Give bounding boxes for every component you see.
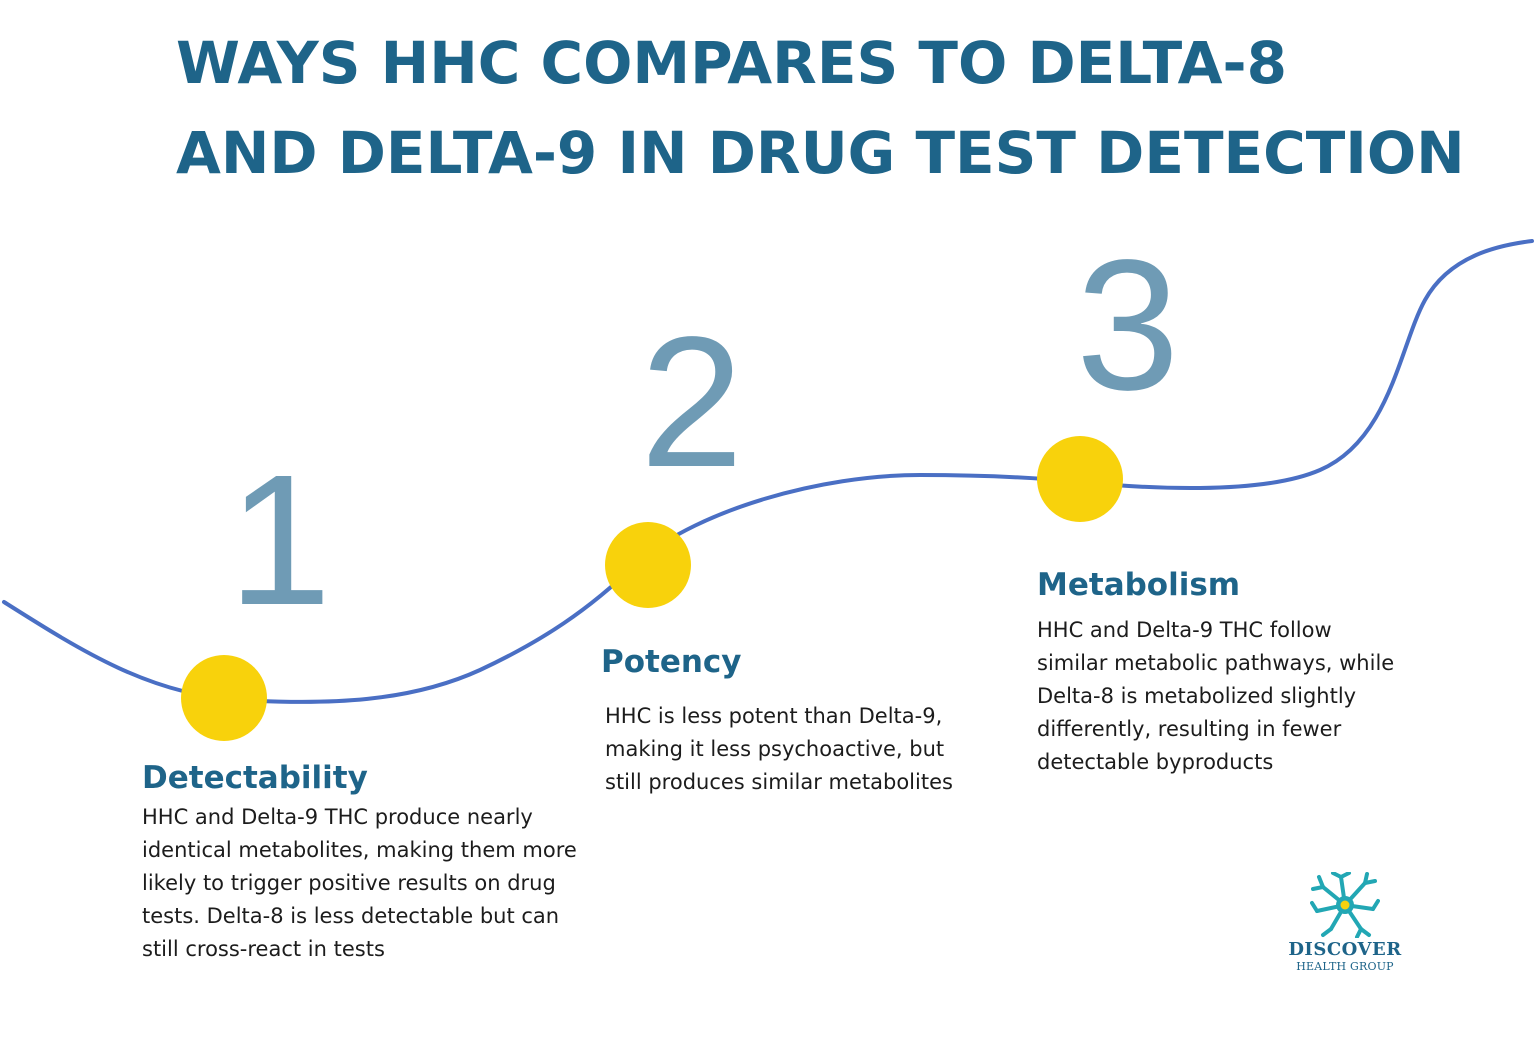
title-line-2: AND DELTA-9 IN DRUG TEST DETECTION bbox=[176, 119, 1465, 187]
step-number-2: 2 bbox=[640, 299, 744, 506]
step-title-metabolism: Metabolism bbox=[1037, 567, 1241, 603]
page-title: WAYS HHC COMPARES TO DELTA-8 AND DELTA-9… bbox=[176, 18, 1516, 198]
description-line: Delta-8 is metabolized slightly bbox=[1037, 684, 1357, 708]
description-line: detectable byproducts bbox=[1037, 750, 1274, 774]
step-marker-2 bbox=[605, 522, 691, 608]
logo-tagline: HEALTH GROUP bbox=[1296, 960, 1394, 973]
title-line-1: WAYS HHC COMPARES TO DELTA-8 bbox=[176, 29, 1287, 97]
description-line: differently, resulting in fewer bbox=[1037, 717, 1342, 741]
description-line: making it less psychoactive, but bbox=[605, 737, 945, 761]
step-description-potency: HHC is less potent than Delta-9, making … bbox=[605, 700, 1005, 799]
description-line: tests. Delta-8 is less detectable but ca… bbox=[142, 904, 560, 928]
description-line: similar metabolic pathways, while bbox=[1037, 651, 1395, 675]
description-line: likely to trigger positive results on dr… bbox=[142, 871, 556, 895]
description-line: still produces similar metabolites bbox=[605, 770, 953, 794]
curve-path bbox=[2, 239, 1534, 704]
step-number-1: 1 bbox=[228, 437, 332, 644]
description-line: HHC and Delta-9 THC produce nearly bbox=[142, 805, 533, 829]
step-title-detectability: Detectability bbox=[142, 760, 368, 796]
step-description-metabolism: HHC and Delta-9 THC follow similar metab… bbox=[1037, 614, 1457, 779]
step-number-3: 3 bbox=[1076, 222, 1180, 429]
description-line: HHC is less potent than Delta-9, bbox=[605, 704, 943, 728]
neuron-icon bbox=[1310, 872, 1380, 938]
step-marker-3 bbox=[1037, 436, 1123, 522]
step-title-potency: Potency bbox=[601, 644, 742, 680]
description-line: still cross-react in tests bbox=[142, 937, 385, 961]
step-description-detectability: HHC and Delta-9 THC produce nearly ident… bbox=[142, 801, 622, 966]
logo-name: DISCOVER bbox=[1288, 939, 1402, 960]
description-line: HHC and Delta-9 THC follow bbox=[1037, 618, 1332, 642]
step-marker-1 bbox=[181, 655, 267, 741]
brand-logo: DISCOVER HEALTH GROUP bbox=[1270, 872, 1420, 973]
description-line: identical metabolites, making them more bbox=[142, 838, 577, 862]
